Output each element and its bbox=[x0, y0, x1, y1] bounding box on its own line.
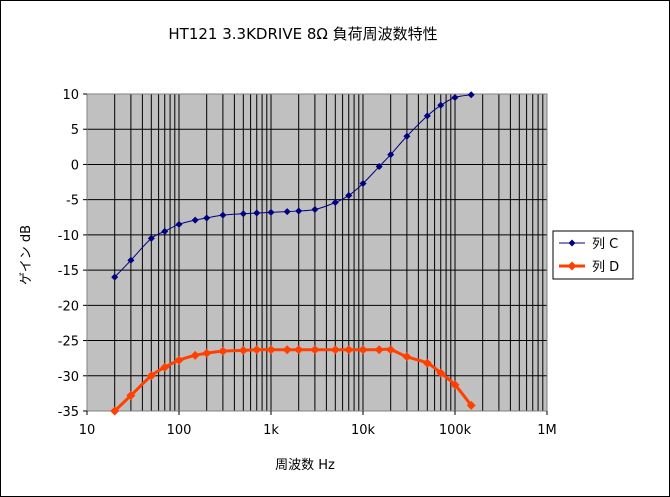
data-point bbox=[219, 211, 227, 219]
data-point bbox=[344, 345, 354, 355]
y-tick-label: -20 bbox=[58, 299, 79, 314]
data-point bbox=[294, 345, 304, 355]
legend-marker bbox=[568, 239, 576, 247]
x-tick-label: 1k bbox=[263, 423, 279, 438]
y-tick-label: -35 bbox=[58, 405, 79, 420]
y-tick-label: -10 bbox=[58, 229, 79, 244]
legend-item: 列 D bbox=[559, 260, 619, 275]
y-tick-label: -5 bbox=[66, 194, 79, 209]
data-point bbox=[267, 208, 275, 216]
data-point bbox=[311, 206, 319, 214]
data-point bbox=[127, 256, 135, 264]
data-point bbox=[252, 345, 262, 355]
data-point bbox=[266, 345, 276, 355]
data-point bbox=[239, 210, 247, 218]
y-tick-label: 0 bbox=[71, 158, 79, 173]
data-point bbox=[310, 345, 320, 355]
data-point bbox=[467, 91, 475, 99]
data-point bbox=[331, 198, 339, 206]
data-point bbox=[386, 345, 396, 355]
series-d bbox=[110, 345, 476, 416]
y-tick-label: -25 bbox=[58, 335, 79, 350]
data-point bbox=[330, 345, 340, 355]
data-point bbox=[283, 208, 291, 216]
y-tick-label: -15 bbox=[58, 264, 79, 279]
legend-label: 列 D bbox=[592, 260, 619, 275]
data-point bbox=[345, 191, 353, 199]
data-point bbox=[111, 273, 119, 281]
data-point bbox=[282, 345, 292, 355]
data-point bbox=[387, 151, 395, 159]
legend-box bbox=[552, 230, 634, 280]
data-point bbox=[375, 163, 383, 171]
x-axis-label: 周波数 Hz bbox=[275, 458, 335, 473]
x-axis-ticks: 10 100 1k 10k 100k 1M bbox=[79, 411, 557, 438]
legend-item: 列 C bbox=[559, 237, 618, 252]
data-point bbox=[126, 391, 136, 401]
y-tick-label: -30 bbox=[58, 370, 79, 385]
x-tick-label: 10 bbox=[79, 423, 96, 438]
data-point bbox=[202, 348, 212, 358]
data-point bbox=[190, 350, 200, 360]
x-tick-label: 1M bbox=[537, 423, 557, 438]
chart-title: HT121 3.3KDRIVE 8Ω 負荷周波数特性 bbox=[168, 25, 437, 43]
x-tick-label: 100k bbox=[439, 423, 472, 438]
data-point bbox=[422, 358, 432, 368]
legend-label: 列 C bbox=[592, 237, 618, 252]
legend-marker bbox=[567, 261, 577, 271]
data-point bbox=[358, 345, 368, 355]
plot-border bbox=[86, 93, 548, 412]
data-point bbox=[175, 220, 183, 228]
data-point bbox=[238, 345, 248, 355]
data-point bbox=[174, 355, 184, 365]
data-point bbox=[437, 101, 445, 109]
data-point bbox=[436, 368, 446, 378]
data-point bbox=[402, 352, 412, 362]
data-point bbox=[374, 345, 384, 355]
data-point bbox=[191, 216, 199, 224]
data-point bbox=[451, 94, 459, 102]
data-point bbox=[403, 132, 411, 140]
data-point bbox=[359, 179, 367, 187]
legend: 列 C 列 D bbox=[552, 230, 634, 280]
minor-gridlines bbox=[114, 94, 544, 411]
data-point bbox=[423, 112, 431, 120]
data-point bbox=[253, 209, 261, 217]
data-point bbox=[466, 400, 476, 410]
data-point bbox=[160, 362, 170, 372]
y-tick-label: 5 bbox=[71, 123, 79, 138]
y-axis-label: ゲイン dB bbox=[19, 225, 34, 285]
y-tick-label: 10 bbox=[62, 88, 79, 103]
data-point bbox=[161, 227, 169, 235]
series-layer bbox=[110, 91, 476, 416]
data-point bbox=[218, 346, 228, 356]
data-point bbox=[295, 207, 303, 215]
data-point bbox=[146, 371, 156, 381]
data-point bbox=[147, 234, 155, 242]
y-axis-ticks: 10 5 0 -5 -10 -15 -20 -25 -30 -35 bbox=[58, 88, 87, 420]
plot-area bbox=[87, 94, 547, 411]
data-point bbox=[110, 406, 120, 416]
x-tick-label: 10k bbox=[351, 423, 376, 438]
data-point bbox=[450, 380, 460, 390]
series-c bbox=[111, 91, 475, 281]
x-tick-label: 100 bbox=[167, 423, 192, 438]
data-point bbox=[203, 214, 211, 222]
